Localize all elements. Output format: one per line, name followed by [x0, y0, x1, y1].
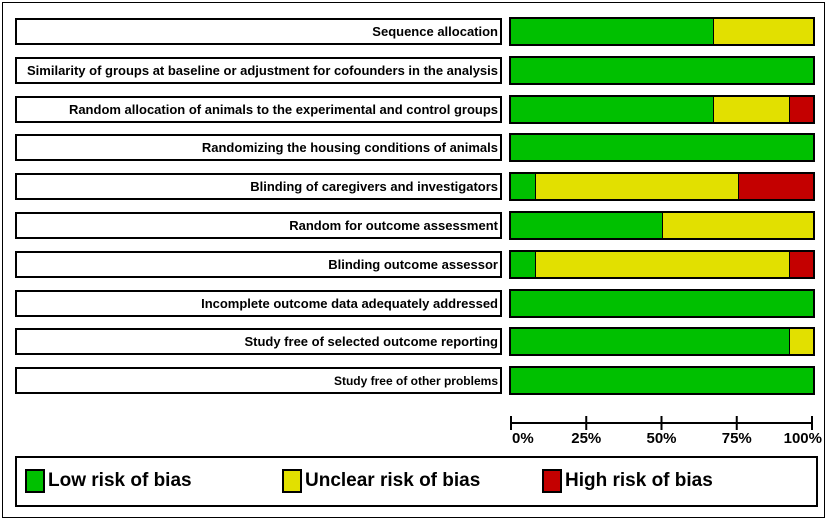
bar-segment-low — [511, 135, 813, 160]
bar-row — [509, 211, 815, 240]
bar-segment-high — [788, 252, 813, 277]
bar-segment-low — [511, 174, 536, 199]
bar-row — [509, 17, 815, 46]
bar-segment-high — [737, 174, 813, 199]
category-label: Sequence allocation — [15, 18, 502, 45]
bar-row — [509, 366, 815, 395]
category-label: Random for outcome assessment — [15, 212, 502, 239]
bar-segment-low — [511, 329, 789, 354]
category-label: Study free of other problems — [15, 367, 502, 394]
x-tick-label: 25% — [571, 430, 602, 447]
bar-row — [509, 56, 815, 85]
bar-row — [509, 289, 815, 318]
bar-segment-low — [511, 97, 714, 122]
legend-label-high: High risk of bias — [565, 470, 713, 491]
category-label: Incomplete outcome data adequately addre… — [15, 290, 502, 317]
bar-segment-high — [788, 97, 813, 122]
bar-row — [509, 133, 815, 162]
legend-label-unclear: Unclear risk of bias — [305, 470, 481, 491]
bar-segment-unclear — [788, 329, 813, 354]
bar-segment-unclear — [713, 19, 813, 44]
bar-segment-low — [511, 252, 536, 277]
bar-segment-low — [511, 213, 662, 238]
bar-segment-unclear — [662, 213, 813, 238]
bar-segment-unclear — [713, 97, 790, 122]
bar-row — [509, 327, 815, 356]
x-tick-label: 100% — [783, 430, 822, 447]
bar-segment-low — [511, 19, 714, 44]
bar-row — [509, 95, 815, 124]
bar-segment-low — [511, 291, 813, 316]
x-tick-label: 0% — [512, 430, 534, 447]
legend: Low risk of bias Unclear risk of bias Hi… — [15, 456, 818, 507]
bar-segment-unclear — [535, 174, 739, 199]
legend-item-unclear: Unclear risk of bias — [282, 469, 480, 493]
category-label: Blinding outcome assessor — [15, 251, 502, 278]
x-tick-label: 50% — [646, 430, 677, 447]
legend-swatch-high — [542, 469, 562, 493]
bar-segment-unclear — [535, 252, 790, 277]
legend-item-high: High risk of bias — [542, 469, 713, 493]
category-label: Blinding of caregivers and investigators — [15, 173, 502, 200]
category-label: Similarity of groups at baseline or adju… — [15, 57, 502, 84]
x-tick-label: 75% — [721, 430, 752, 447]
legend-item-low: Low risk of bias — [25, 469, 192, 493]
legend-swatch-unclear — [282, 469, 302, 493]
category-label: Study free of selected outcome reporting — [15, 328, 502, 355]
legend-swatch-low — [25, 469, 45, 493]
bar-segment-low — [511, 58, 813, 83]
bar-segment-low — [511, 368, 813, 393]
bar-row — [509, 172, 815, 201]
legend-label-low: Low risk of bias — [48, 470, 192, 491]
category-label: Random allocation of animals to the expe… — [15, 96, 502, 123]
bar-row — [509, 250, 815, 279]
category-label: Randomizing the housing conditions of an… — [15, 134, 502, 161]
